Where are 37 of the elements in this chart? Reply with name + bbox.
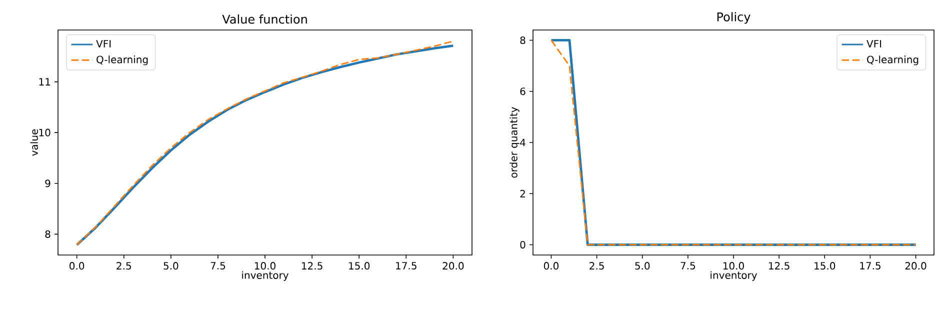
x-tick-label: 20.0 [442,262,464,270]
y-axis-title: order quantity [510,107,520,178]
y-axis-title: value [30,129,38,156]
x-tick-label: 17.5 [860,262,880,270]
x-tick-label: 12.5 [302,262,322,270]
x-tick-label: 20.0 [905,262,926,270]
chart-title: Policy [717,12,750,24]
x-tick-label: 10.0 [723,262,744,270]
x-tick-label: 15.0 [349,262,370,270]
x-axis-title: inventory [710,271,758,281]
legend-label: Q-learning [96,56,148,66]
x-tick-label: 15.0 [814,262,836,270]
y-tick-label: 8 [45,230,50,238]
x-tick-label: 7.5 [210,262,226,270]
legend-label: VFI [96,40,111,48]
x-tick-label: 17.5 [396,262,416,270]
y-tick-label: 9 [45,180,50,188]
legend-label: VFI [866,40,882,48]
y-tick-label: 8 [520,36,526,44]
x-tick-label: 7.5 [680,262,695,270]
y-tick-label: 6 [520,88,526,96]
x-axis-title: inventory [242,271,289,281]
y-tick-label: 4 [520,138,526,146]
y-tick-label: 11 [39,78,50,86]
chart-title: Value function [222,14,307,24]
x-tick-label: 2.5 [590,262,604,270]
y-tick-label: 2 [520,190,525,198]
x-tick-label: 12.5 [769,262,790,270]
y-tick-label: 10 [39,128,50,136]
x-tick-label: 5.0 [635,262,650,270]
legend-label: Q-learning [867,56,918,66]
y-tick-label: 0 [520,240,526,249]
x-tick-label: 2.5 [116,262,131,270]
x-tick-label: 10.0 [254,262,276,270]
x-tick-label: 0.0 [70,262,84,270]
x-tick-label: 5.0 [164,262,178,270]
x-tick-label: 0.0 [544,262,559,270]
